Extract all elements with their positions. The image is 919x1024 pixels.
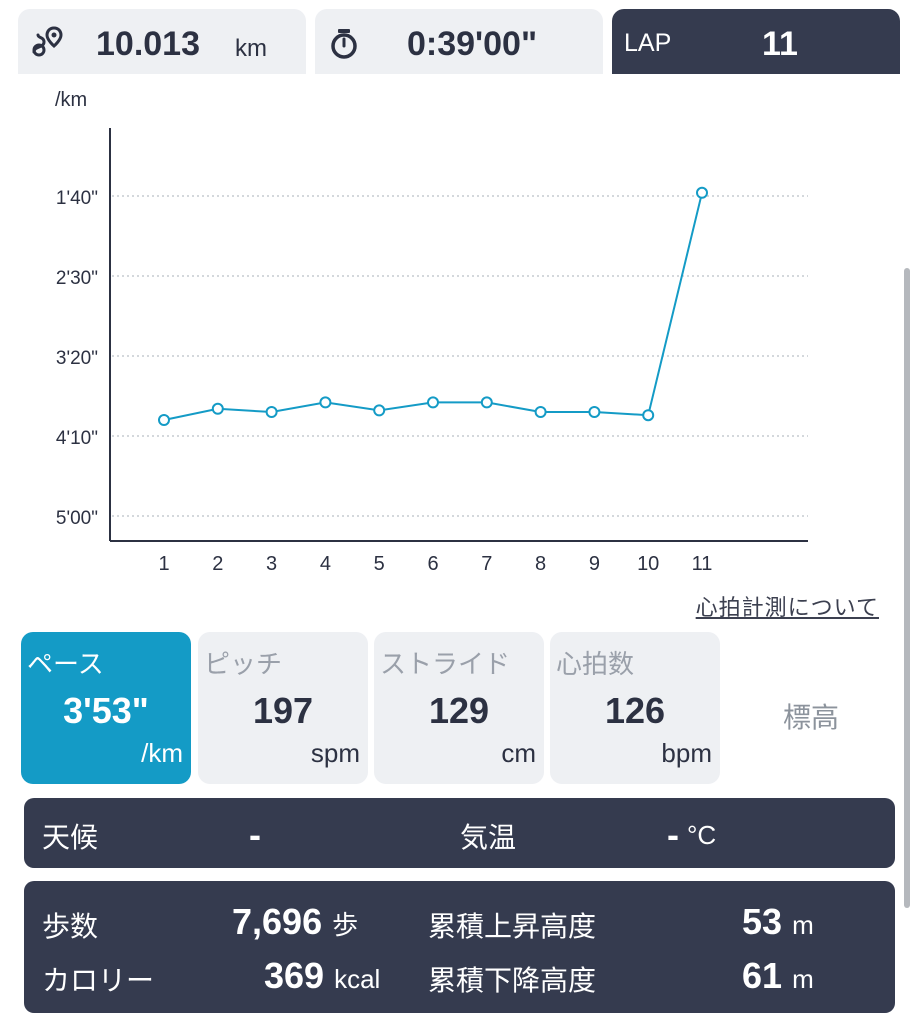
pace-series-line: [163, 192, 703, 421]
data-point: [588, 406, 601, 418]
y-tick-label: 1'40": [56, 188, 98, 209]
ascent-unit: m: [792, 910, 814, 940]
stats-panel: 歩数 7,696 歩 累積上昇高度 53 m カロリー 369 kcal 累積下…: [24, 881, 895, 1013]
metric-unit: /km: [141, 738, 183, 768]
y-tick-label: 2'30": [56, 268, 98, 289]
x-tick-label: 4: [320, 553, 331, 575]
y-tick-label: 3'20": [56, 348, 98, 369]
route-pin-icon: [32, 26, 63, 57]
data-point: [319, 396, 332, 409]
data-point: [158, 414, 170, 426]
temperature-value: -: [667, 814, 679, 855]
stopwatch-icon: [331, 29, 357, 59]
x-tick-label: 6: [427, 553, 438, 575]
data-point: [534, 406, 547, 418]
distance-value: 10.013: [96, 25, 200, 63]
descent-value: 61 m: [742, 955, 814, 996]
data-point: [642, 409, 655, 422]
x-tick-label: 9: [589, 553, 600, 575]
metric-value: 3'53": [63, 690, 149, 731]
weather-value: -: [249, 814, 261, 855]
metric-title: 標高: [782, 702, 839, 733]
metric-title: ピッチ: [204, 649, 283, 679]
steps-label: 歩数: [42, 911, 99, 942]
metric-card-stride[interactable]: ストライド 129 cm: [374, 632, 544, 784]
calories-value: 369 kcal: [264, 955, 381, 996]
data-point: [480, 396, 493, 409]
metric-card-elevation[interactable]: 標高: [726, 632, 896, 784]
lap-value: 11: [762, 25, 798, 63]
x-tick-label: 7: [481, 553, 492, 575]
scrollbar[interactable]: [904, 268, 910, 908]
metric-value: 197: [252, 690, 314, 731]
metric-value: 126: [604, 690, 666, 731]
descent-label: 累積下降高度: [428, 965, 597, 996]
x-tick-label: 11: [692, 553, 713, 575]
y-tick-labels: 1'40" 2'30" 3'20" 4'10" 5'00": [56, 188, 98, 529]
data-point: [211, 402, 224, 415]
metric-title: ペース: [27, 649, 104, 679]
tab-distance[interactable]: 10.013 km: [18, 9, 306, 74]
y-tick-label: 4'10": [56, 428, 98, 449]
metric-card-pace[interactable]: ペース 3'53" /km: [21, 632, 191, 784]
data-point: [265, 406, 278, 418]
metric-unit: spm: [310, 738, 360, 768]
data-point: [696, 186, 708, 199]
tab-time[interactable]: 0:39'00": [315, 9, 603, 74]
ascent-value: 53 m: [742, 901, 814, 942]
y-tick-label: 5'00": [56, 508, 98, 529]
steps-unit: 歩: [332, 910, 359, 940]
x-tick-label: 5: [374, 553, 385, 575]
temperature-unit: °C: [687, 820, 717, 850]
temperature-label: 気温: [460, 822, 517, 853]
x-tick-label: 10: [637, 553, 659, 575]
time-value: 0:39'00": [407, 25, 538, 63]
pace-series-points: [158, 186, 708, 426]
metric-card-heart-rate[interactable]: 心拍数 126 bpm: [550, 632, 720, 784]
metric-unit: bpm: [661, 738, 712, 768]
calories-unit: kcal: [334, 964, 381, 994]
x-tick-label: 1: [158, 553, 169, 575]
x-tick-labels: 1 2 3 4 5 6 7 8 9 10 11: [158, 553, 712, 575]
calories-label: カロリー: [42, 965, 155, 996]
x-tick-label: 3: [266, 553, 277, 575]
weather-label: 天候: [42, 822, 99, 853]
descent-unit: m: [792, 964, 814, 994]
data-point: [373, 404, 386, 417]
steps-value: 7,696 歩: [232, 901, 359, 942]
metric-value: 129: [428, 690, 490, 731]
distance-unit: km: [235, 35, 267, 62]
tab-lap[interactable]: LAP 11: [612, 9, 900, 74]
metric-unit: cm: [501, 738, 536, 768]
ascent-label: 累積上昇高度: [428, 911, 597, 942]
grid-lines: [112, 195, 808, 517]
lap-label: LAP: [624, 29, 672, 57]
data-point: [427, 396, 439, 409]
metric-card-pitch[interactable]: ピッチ 197 spm: [198, 632, 368, 784]
x-tick-label: 8: [535, 553, 546, 575]
x-tick-label: 2: [212, 553, 223, 575]
metric-title: 心拍数: [556, 649, 635, 679]
heart-rate-info-link[interactable]: 心拍計測について: [695, 595, 879, 620]
y-axis-unit-label: /km: [55, 89, 87, 111]
metric-title: ストライド: [380, 649, 511, 679]
weather-panel: 天候 - 気温 - °C: [24, 798, 895, 868]
